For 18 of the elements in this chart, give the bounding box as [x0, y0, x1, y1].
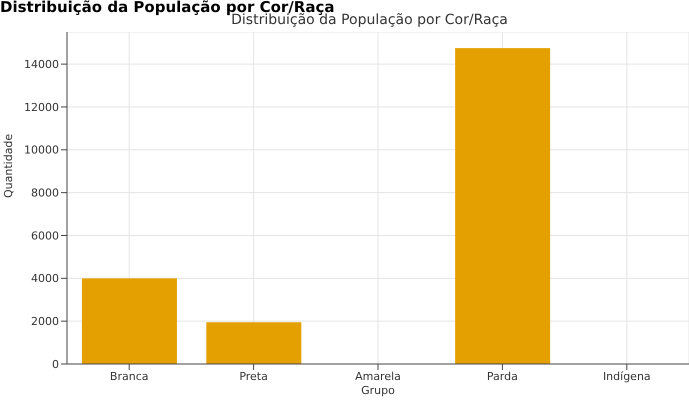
- x-tick-label: Branca: [110, 370, 148, 383]
- x-tick-label: Indígena: [602, 370, 651, 383]
- y-tick-label: 14000: [24, 58, 59, 72]
- x-tick-label: Amarela: [355, 370, 401, 383]
- y-tick-label: 12000: [24, 100, 59, 114]
- bar: [206, 322, 302, 364]
- y-tick-label: 2000: [31, 315, 59, 328]
- y-tick-label: 8000: [31, 186, 59, 200]
- y-axis-title: Quantidade: [2, 134, 15, 198]
- x-tick-label: Preta: [239, 370, 268, 383]
- y-tick-label: 6000: [31, 229, 59, 242]
- x-axis-title: Grupo: [361, 384, 396, 397]
- bar: [455, 48, 550, 364]
- y-tick-label: 10000: [24, 144, 59, 157]
- x-tick-label: Parda: [486, 370, 518, 383]
- y-tick-label: 0: [52, 358, 59, 371]
- y-tick-label: 4000: [31, 272, 59, 286]
- bar: [82, 278, 177, 364]
